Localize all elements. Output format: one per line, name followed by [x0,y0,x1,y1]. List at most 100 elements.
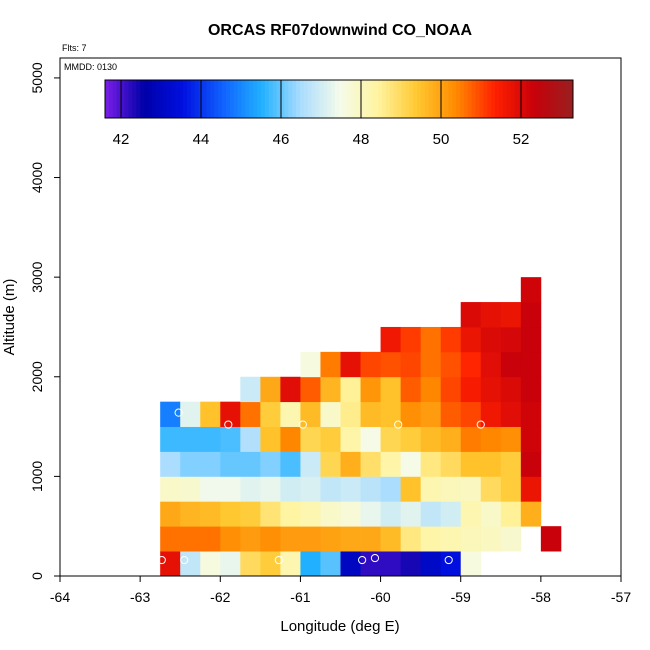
heatmap-cell [480,526,502,552]
heatmap-cell [240,401,261,427]
colorbar-segment [354,80,359,118]
heatmap-cell [260,401,281,427]
heatmap-cell [420,476,442,502]
heatmap-cell [160,426,181,452]
colorbar-segment [108,80,114,118]
colorbar-segment [261,80,266,118]
heatmap-cell [500,302,522,328]
heatmap-cell [300,401,321,427]
colorbar-segment [323,80,328,118]
colorbar-segment [264,80,270,118]
heatmap-cell [240,426,261,452]
colorbar-segment [405,80,410,118]
heatmap-cell [500,326,522,353]
colorbar-segment [237,80,242,118]
heatmap-cell [480,376,502,403]
colorbar-segment [233,80,239,118]
colorbar-segment [346,80,352,118]
heatmap-cell [460,401,482,427]
heatmap-cell [360,551,381,577]
heatmap-cell [240,551,261,577]
x-tick-label: -60 [370,589,390,605]
heatmap-cell [360,376,381,403]
heatmap-cell [380,326,402,353]
y-tick-label: 3000 [29,261,45,292]
heatmap-cell [460,302,482,328]
heatmap-cell [200,451,221,477]
heatmap-cell [180,451,201,477]
heatmap-cell [180,401,201,427]
heatmap-cell [240,476,261,502]
heatmap-cell [480,451,502,477]
heatmap-cell [380,376,402,403]
heatmap-cell [280,501,301,527]
colorbar-segment [541,80,547,118]
heatmap-cell [240,526,261,552]
heatmap-cell [460,451,482,477]
heatmap-cell [500,526,522,552]
heatmap-cell [200,476,221,502]
heatmap-cell [440,401,462,427]
heatmap-cell [240,501,261,527]
colorbar-segment [132,80,137,118]
colorbar-segment [510,80,515,118]
colorbar-tick-label: 42 [113,131,130,148]
heatmap-cell [420,351,442,378]
heatmap-cell [300,426,321,452]
colorbar-segment [210,80,215,118]
heatmap-cell [180,551,201,577]
colorbar-segment [366,80,371,118]
heatmap-cell [300,351,321,378]
sample-point-marker [298,420,307,429]
heatmap-cell [300,451,321,477]
x-axis-label: Longitude (deg E) [280,618,399,635]
colorbar-segment [506,80,512,118]
colorbar-segment [432,80,437,118]
heatmap-cell [160,451,181,477]
heatmap-cell [240,376,261,403]
heatmap-cell [280,451,301,477]
heatmap-cell [340,526,361,552]
heatmap-cell [520,351,542,378]
heatmap-cell [380,451,402,477]
colorbar-segment [444,80,449,118]
sample-point-marker [502,276,511,285]
x-tick-label: -61 [290,589,310,605]
heatmap-cell [220,526,241,552]
heatmap-cell [460,376,482,403]
heatmap-cell [360,476,381,502]
heatmap-cell [220,451,241,477]
colorbar-segment [307,80,313,118]
heatmap-cell [380,551,402,577]
heatmap-cell [480,476,502,502]
heatmap-cell [340,351,361,378]
heatmap-cell [320,376,341,403]
heatmap-cell [160,401,181,427]
heatmap-cell [500,426,522,452]
heatmap-cell [400,326,422,353]
colorbar-segment [105,80,110,118]
heatmap-cell [220,551,241,577]
heatmap-cell [200,526,221,552]
heatmap-cell [400,451,422,477]
heatmap-cell [520,451,542,477]
heatmap-cell [340,476,361,502]
colorbar-segment [222,80,227,118]
heatmap-cell [200,551,221,577]
colorbar-segment [428,80,434,118]
heatmap-cell [280,526,301,552]
colorbar-segment [413,80,418,118]
heatmap-cell [460,476,482,502]
heatmap-cell [180,476,201,502]
colorbar-segment [475,80,480,118]
heatmap-cell [520,326,542,353]
colorbar-frame [104,79,574,119]
colorbar-segment [296,80,301,118]
colorbar-segment [190,80,196,118]
heatmap-cell [360,401,381,427]
heatmap-cell [540,526,562,552]
colorbar-segment [483,80,488,118]
sample-point-marker [180,555,189,565]
colorbar-segment [569,80,574,118]
heatmap-cell [460,551,482,577]
